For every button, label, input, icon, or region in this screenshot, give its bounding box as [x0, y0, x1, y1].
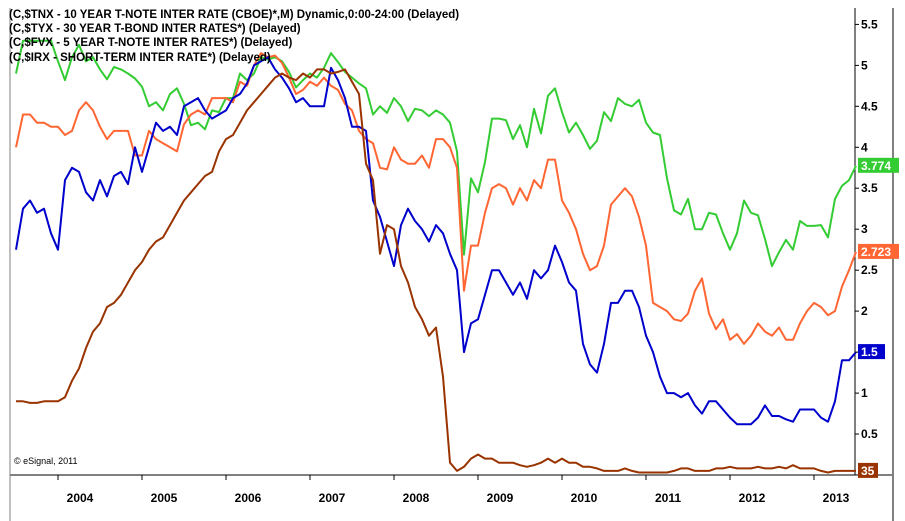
- last-value-badge-0: 3.774: [861, 159, 891, 173]
- series-layer: [15, 39, 857, 474]
- esignal-credit: © eSignal, 2011: [14, 456, 78, 466]
- y-tick-label: 5.5: [861, 17, 878, 31]
- last-value-badge-3: 35: [861, 464, 875, 478]
- legend-entry-irx: (C,$IRX - SHORT-TERM INTER RATE*) (Delay…: [9, 51, 271, 64]
- last-value-badges: 3.774 2.723 1.5 35: [858, 157, 899, 478]
- last-value-badge-bg-3: [858, 462, 878, 478]
- y-axis: 0.5 1 1.5 2 2.5 3 3.5 4 4.5 5 5.5: [855, 17, 878, 441]
- y-tick-label: 2: [861, 304, 868, 318]
- y-tick-label: 3.5: [861, 181, 878, 195]
- plot-area: [10, 8, 855, 475]
- x-tick-label: 2005: [151, 491, 178, 505]
- y-tick-label: 5: [861, 58, 868, 72]
- x-tick-label: 2011: [655, 491, 681, 505]
- last-value-badge-bg-2: [858, 344, 885, 360]
- last-value-badge-1: 2.723: [861, 245, 891, 259]
- x-tick-label: 2009: [487, 491, 514, 505]
- x-tick-label: 2010: [571, 491, 598, 505]
- y-tick-label: 1: [861, 386, 868, 400]
- last-value-badge-2: 1.5: [861, 345, 878, 359]
- legend: (C,$TNX - 10 YEAR T-NOTE INTER RATE (CBO…: [9, 8, 459, 65]
- y-tick-label: 3: [861, 222, 868, 236]
- legend-entry-tyx: (C,$TYX - 30 YEAR T-BOND INTER RATES*) (…: [9, 23, 301, 36]
- series-line-2: [15, 56, 857, 426]
- x-tick-label: 2006: [235, 491, 262, 505]
- last-value-badge-bg-0: [858, 157, 899, 173]
- x-axis: 2004 2005 2006 2007 2008 2009 2010 2011 2012 2013: [57, 475, 850, 505]
- series-line-3: [16, 68, 856, 474]
- y-tick-label: 0.5: [861, 427, 878, 441]
- x-tick-label: 2008: [403, 491, 430, 505]
- y-tick-label: 4: [861, 140, 868, 154]
- legend-entry-fvx: (C,$FVX - 5 YEAR T-NOTE INTER RATES*) (D…: [9, 37, 293, 50]
- legend-entry-tnx: (C,$TNX - 10 YEAR T-NOTE INTER RATE (CBO…: [9, 9, 460, 21]
- y-tick-label: 4.5: [861, 99, 878, 113]
- x-tick-label: 2013: [823, 491, 850, 505]
- x-tick-label: 2004: [67, 491, 94, 505]
- series-line-1: [15, 52, 857, 345]
- last-value-badge-bg-1: [858, 243, 899, 259]
- x-tick-label: 2007: [319, 491, 346, 505]
- series-line-0: [15, 39, 857, 268]
- y-tick-label: 2.5: [861, 263, 878, 277]
- x-tick-label: 2012: [739, 491, 766, 505]
